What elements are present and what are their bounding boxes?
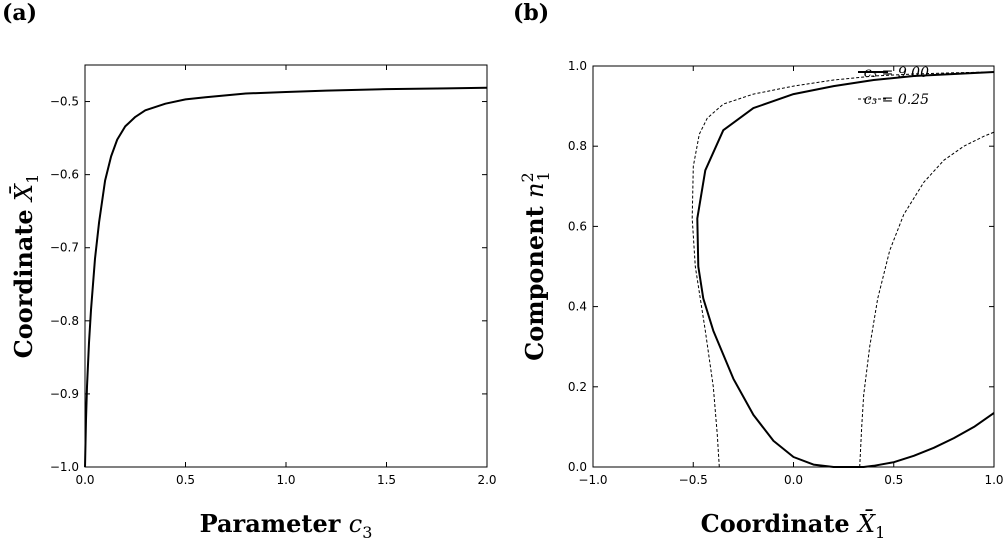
x-tick-label: 1.5	[377, 473, 396, 487]
series-line-b-0	[696, 71, 995, 468]
series-line-a-0	[84, 86, 488, 468]
y-tick-label: 0.0	[568, 460, 587, 474]
y-tick-label: −0.7	[50, 241, 79, 255]
x-tick-labels-a: 0.0 0.5 1.0 1.5 2.0	[75, 473, 496, 487]
x-tick-label: −0.5	[679, 473, 708, 487]
legend-b: c₃ = 9.00 c₃ = 0.25	[858, 65, 929, 108]
tick-marks-a	[84, 65, 488, 468]
chart-panel-a: 0.0 0.5 1.0 1.5 2.0 −1.0 −0.9 −0.8 −0.7 −0.6 −0.5…	[9, 64, 497, 542]
legend-label-c3-9: c₃ = 9.00	[864, 65, 929, 81]
y-tick-label: 0.6	[568, 219, 587, 233]
y-tick-label: −0.9	[50, 387, 79, 401]
series-line-b-2	[859, 131, 995, 468]
panel-label-a: (a)	[2, 0, 37, 26]
x-axis-title-b: Coordinate X̄1	[701, 509, 886, 542]
y-tick-label: 1.0	[568, 59, 587, 73]
panel-label-b: (b)	[513, 0, 549, 26]
x-tick-label: 0.0	[75, 473, 94, 487]
x-tick-label: 0.5	[176, 473, 195, 487]
y-axis-title-b: Component n21	[518, 171, 553, 361]
chart-panel-b: −1.0 −0.5 0.0 0.5 1.0 0.0 0.2 0.4 0.6 0.8 1.0 c₃ …	[518, 59, 1004, 542]
x-tick-label: 2.0	[477, 473, 496, 487]
series-line-b-1	[691, 71, 995, 468]
y-tick-label: 0.8	[568, 139, 587, 153]
y-tick-label: 0.4	[568, 300, 587, 314]
y-tick-label: −0.8	[50, 314, 79, 328]
y-tick-label: 0.2	[568, 380, 587, 394]
plot-frame-a	[84, 64, 488, 468]
legend-label-c3-025: c₃ = 0.25	[864, 92, 929, 108]
series-lines-b	[691, 71, 995, 468]
x-tick-label: 0.0	[784, 473, 803, 487]
x-tick-labels-b: −1.0 −0.5 0.0 0.5 1.0	[578, 473, 1003, 487]
x-tick-label: −1.0	[578, 473, 607, 487]
y-tick-labels-a: −1.0 −0.9 −0.8 −0.7 −0.6 −0.5	[50, 95, 79, 474]
series-lines-a	[84, 86, 488, 468]
y-tick-label: −0.6	[50, 168, 79, 182]
y-axis-title-a: Coordinate X̄1	[9, 174, 42, 359]
x-tick-label: 1.0	[276, 473, 295, 487]
x-tick-label: 0.5	[884, 473, 903, 487]
x-tick-label: 1.0	[984, 473, 1003, 487]
x-axis-title-a: Parameter c3	[200, 509, 373, 542]
y-tick-labels-b: 0.0 0.2 0.4 0.6 0.8 1.0	[568, 59, 587, 474]
y-tick-label: −1.0	[50, 460, 79, 474]
plot-frame-b	[592, 65, 995, 468]
tick-marks-b	[592, 65, 995, 468]
y-tick-label: −0.5	[50, 95, 79, 109]
